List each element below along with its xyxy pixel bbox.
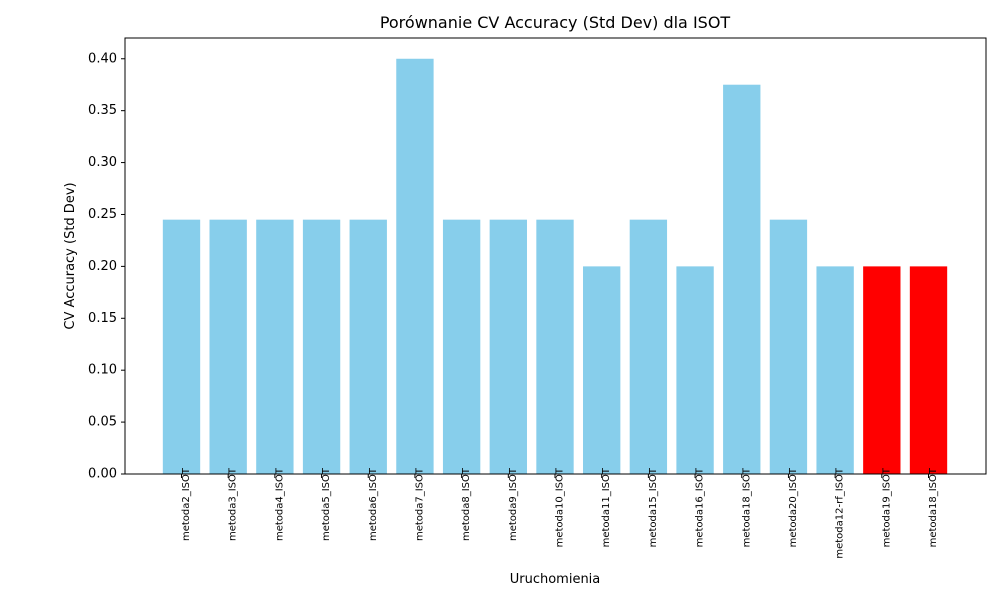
- x-tick-label: metoda19_ISOT: [881, 467, 892, 547]
- bar-metoda10_ISOT: [536, 219, 574, 474]
- y-tick-label: 0.30: [88, 155, 117, 170]
- bar-metoda8_ISOT: [442, 219, 481, 474]
- bar-metoda4_ISOT: [256, 219, 294, 474]
- y-ticks-group: 0.00 0.05 0.10 0.15 0.20 0.25 0.30 0.35 0.40: [88, 51, 125, 482]
- chart-title: Porównanie CV Accuracy (Std Dev) dla ISO…: [380, 13, 731, 32]
- x-tick-label: metoda11_ISOT: [601, 467, 612, 547]
- y-tick-label: 0.40: [88, 51, 117, 66]
- x-tick-label: metoda20_ISOT: [788, 467, 799, 547]
- y-tick-label: 0.20: [88, 259, 117, 274]
- y-axis-label: CV Accuracy (Std Dev): [63, 182, 78, 329]
- x-tick-label: metoda3_ISOT: [228, 467, 239, 541]
- x-tick-label: metoda16_ISOT: [695, 467, 706, 547]
- bar-metoda2_ISOT: [162, 219, 201, 474]
- bar-metoda7_ISOT: [396, 58, 434, 474]
- y-tick-label: 0.25: [88, 207, 117, 222]
- bar-metoda5_ISOT: [302, 219, 341, 474]
- bar-metoda19_ISOT: [863, 266, 901, 474]
- x-ticks-group: metoda2_ISOT metoda3_ISOT metoda4_ISOT meto…: [181, 467, 939, 559]
- bar-metoda20_ISOT: [769, 219, 808, 474]
- x-tick-label: metoda9_ISOT: [508, 467, 519, 541]
- y-tick-label: 0.00: [88, 467, 117, 482]
- bar-metoda6_ISOT: [349, 219, 387, 474]
- bar-metoda18_ISOT: [909, 266, 948, 474]
- x-tick-label: metoda5_ISOT: [321, 467, 332, 541]
- x-tick-label: metoda2_ISOT: [181, 467, 192, 541]
- x-tick-label: metoda7_ISOT: [414, 467, 425, 541]
- x-tick-label: metoda12-rf_ISOT: [835, 467, 846, 559]
- bar-metoda16_ISOT: [676, 266, 714, 474]
- bar-metoda18_ISOT: [723, 84, 761, 475]
- bar-metoda12-rf_ISOT: [816, 266, 854, 474]
- x-tick-label: metoda4_ISOT: [274, 467, 285, 541]
- x-tick-label: metoda10_ISOT: [555, 467, 566, 547]
- x-tick-label: metoda8_ISOT: [461, 467, 472, 541]
- x-tick-label: metoda6_ISOT: [368, 467, 379, 541]
- x-tick-label: metoda15_ISOT: [648, 467, 659, 547]
- y-tick-label: 0.10: [88, 363, 117, 378]
- x-axis-label: Uruchomienia: [510, 572, 601, 587]
- bar-metoda3_ISOT: [209, 219, 247, 474]
- x-tick-label: metoda18_ISOT: [741, 467, 752, 547]
- y-tick-label: 0.05: [88, 415, 117, 430]
- x-tick-label: metoda18_ISOT: [928, 467, 939, 547]
- bar-metoda15_ISOT: [629, 219, 668, 474]
- y-tick-label: 0.35: [88, 103, 117, 118]
- bars-group: [162, 58, 948, 475]
- bar-metoda11_ISOT: [583, 266, 621, 474]
- y-tick-label: 0.15: [88, 311, 117, 326]
- bar-metoda9_ISOT: [489, 219, 527, 474]
- plot-frame: [124, 37, 987, 475]
